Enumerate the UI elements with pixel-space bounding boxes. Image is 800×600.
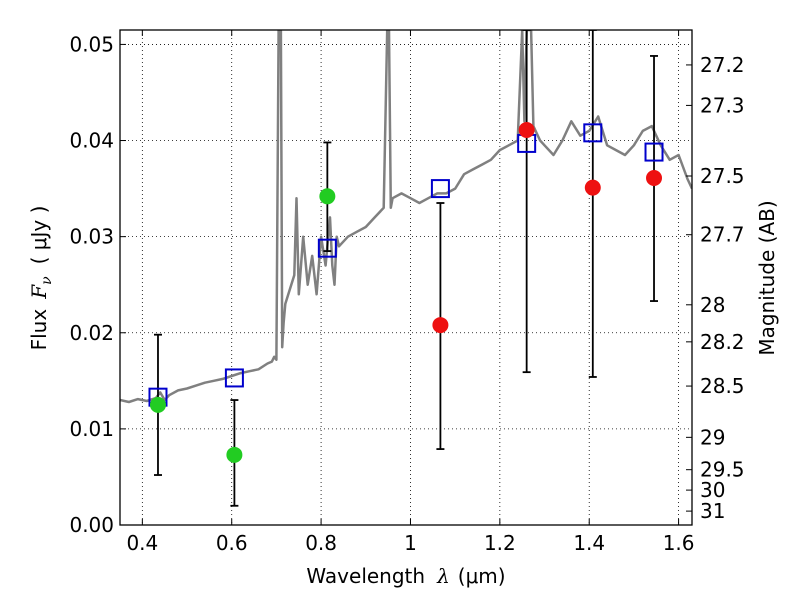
model-photometry-point [644, 142, 664, 162]
y-axis-title-math: F [27, 284, 51, 300]
x-axis-title-math: λ [436, 564, 450, 588]
model-photometry-point [317, 238, 337, 258]
y-axis-title-math-sub: ν [39, 276, 55, 285]
observed-nir-point [646, 170, 663, 187]
x-axis-title-text: Wavelength [306, 564, 425, 588]
x-axis-title: Wavelength λ (μm) [306, 564, 505, 588]
model-photometry-point [224, 368, 244, 388]
template-spectrum-line [120, 30, 692, 404]
magnitude-tick-label: 29.5 [700, 458, 745, 482]
magnitude-tick-label: 31 [700, 499, 725, 523]
magnitude-tick-label: 27.5 [700, 164, 745, 188]
x-axis-title-unit: (μm) [458, 564, 506, 588]
observed-detections-point [149, 396, 166, 413]
observed-nir-point [518, 121, 535, 138]
model-photometry-point [583, 123, 603, 143]
observed-detections-point [226, 446, 243, 463]
axis-ticks: 0.4 0.6 0.8 1 1.2 1.4 1.6 0.00 0.01 0.02 0.03 0.04 0… [69, 30, 745, 555]
y-axis-title-text: Flux [27, 309, 51, 351]
y-tick-label: 0.04 [69, 129, 114, 153]
observed-nir-point [432, 317, 449, 334]
y-tick-label: 0.05 [69, 32, 114, 56]
magnitude-tick-label: 28.2 [700, 330, 745, 354]
template-spectrum-layer [120, 30, 692, 404]
magnitude-tick-label: 27.3 [700, 93, 745, 117]
x-tick-label: 0.4 [126, 531, 158, 555]
x-tick-label: 1.2 [484, 531, 516, 555]
magnitude-tick-label: 28 [700, 293, 725, 317]
magnitude-axis-title: Magnitude (AB) [755, 200, 779, 355]
y-axis-title-unit: ( μJy ) [27, 206, 51, 265]
magnitude-tick-label: 28.5 [700, 374, 745, 398]
y-tick-label: 0.01 [69, 417, 114, 441]
observed-nir-point [584, 179, 601, 196]
plot-frame [119, 29, 693, 526]
magnitude-tick-label: 30 [700, 478, 725, 502]
x-tick-label: 1.6 [663, 531, 695, 555]
y-tick-label: 0.03 [69, 225, 114, 249]
x-tick-label: 1.4 [573, 531, 605, 555]
x-tick-label: 0.8 [305, 531, 337, 555]
x-tick-label: 0.6 [216, 531, 248, 555]
magnitude-tick-label: 27.7 [700, 223, 745, 247]
markers-layer [148, 121, 664, 463]
magnitude-tick-label: 27.2 [700, 53, 745, 77]
y-tick-label: 0.00 [69, 513, 114, 537]
model-photometry-point [430, 179, 450, 199]
x-tick-label: 1 [404, 531, 417, 555]
observed-detections-point [319, 188, 336, 205]
y-tick-label: 0.02 [69, 321, 114, 345]
magnitude-tick-label: 29 [700, 425, 725, 449]
y-axis-title: Flux Fν ( μJy ) [27, 206, 55, 351]
